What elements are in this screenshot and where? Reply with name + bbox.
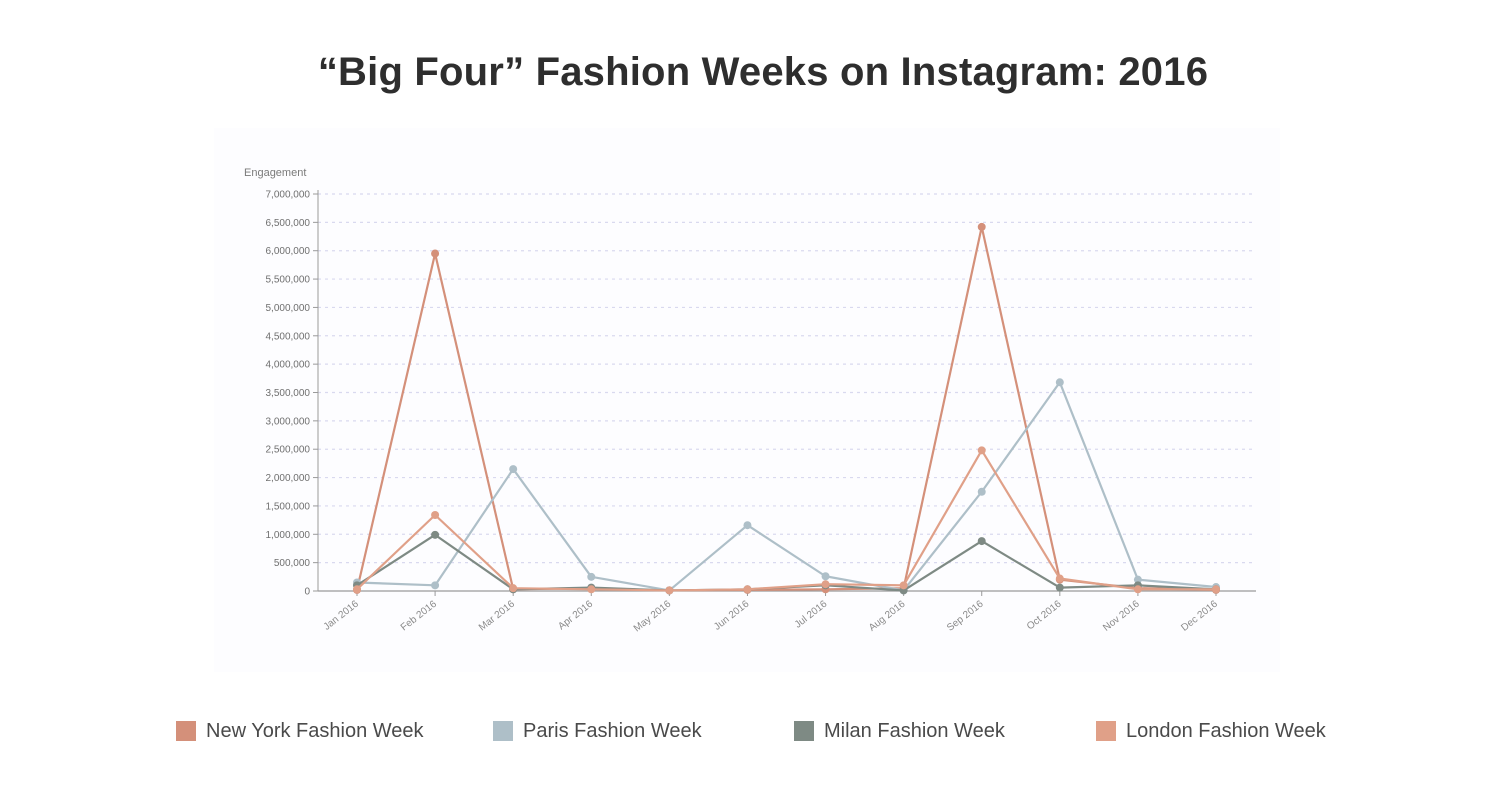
data-point (509, 584, 518, 593)
y-tick-label: 1,000,000 (266, 530, 311, 541)
y-tick-label: 0 (304, 587, 310, 598)
data-point (431, 530, 440, 539)
x-tick-label: Apr 2016 (556, 598, 595, 632)
series-line-2 (355, 381, 1218, 592)
y-tick-label: 5,000,000 (266, 303, 311, 314)
data-point (977, 222, 986, 231)
x-tick-label: Sep 2016 (945, 598, 986, 633)
data-point (353, 585, 361, 594)
chart-title: “Big Four” Fashion Weeks on Instagram: 2… (317, 50, 1209, 94)
legend: New York Fashion Week Paris Fashion Week M… (0, 716, 1494, 746)
legend-swatch (794, 721, 814, 741)
legend-swatch (176, 721, 196, 741)
data-point (431, 249, 440, 258)
y-tick-label: 5,500,000 (266, 275, 311, 286)
data-point (977, 446, 986, 455)
y-tick-label: 6,500,000 (266, 218, 311, 229)
y-tick-label: 4,500,000 (266, 331, 311, 342)
y-axis-label: Engagement (244, 167, 306, 179)
legend-swatch (1096, 721, 1116, 741)
y-tick-label: 1,500,000 (266, 501, 311, 512)
data-point (977, 487, 986, 496)
x-tick-label: Dec 2016 (1179, 598, 1220, 633)
x-tick-label: Jan 2016 (322, 598, 362, 632)
y-tick-label: 7,000,000 (266, 190, 311, 201)
legend-label: New York Fashion Week (206, 719, 424, 742)
legend-label: London Fashion Week (1126, 719, 1326, 742)
data-point (821, 572, 830, 581)
y-tick-label: 3,000,000 (266, 416, 311, 427)
legend-label: Milan Fashion Week (824, 719, 1005, 742)
data-point (431, 581, 440, 590)
legend-item: Milan Fashion Week (794, 716, 1005, 746)
y-tick-label: 2,500,000 (266, 445, 311, 456)
x-tick-label: Feb 2016 (399, 598, 439, 633)
legend-item: New York Fashion Week (176, 716, 424, 746)
x-tick-label: Nov 2016 (1101, 598, 1142, 633)
data-point (899, 581, 908, 590)
y-tick-label: 2,000,000 (266, 473, 311, 484)
y-tick-label: 4,000,000 (266, 360, 311, 371)
data-point (509, 465, 518, 474)
series-line-4 (355, 449, 1218, 592)
y-tick-label: 3,500,000 (266, 388, 311, 399)
line-chart: 0 500,000 1,000,000 1,500,000 2,000,000 2,500… (244, 167, 1256, 634)
x-tick-label: Mar 2016 (477, 598, 517, 633)
legend-swatch (493, 721, 513, 741)
x-tick-label: May 2016 (632, 598, 674, 634)
data-point (821, 580, 830, 589)
data-point (1055, 378, 1064, 387)
legend-item: Paris Fashion Week (493, 716, 702, 746)
x-tick-label: Jul 2016 (793, 598, 830, 630)
x-tick-label: Oct 2016 (1025, 598, 1064, 632)
data-point (1212, 585, 1220, 594)
x-tick-label: Aug 2016 (867, 598, 908, 633)
y-tick-label: 500,000 (274, 558, 311, 569)
data-point (1133, 585, 1142, 594)
data-point (1055, 583, 1064, 592)
chart-panel: 0 500,000 1,000,000 1,500,000 2,000,000 2,500… (214, 128, 1280, 672)
x-tick-label: Jun 2016 (712, 598, 752, 632)
data-point (743, 521, 752, 530)
data-point (587, 572, 596, 581)
series-line-1 (355, 225, 1218, 592)
legend-item: London Fashion Week (1096, 716, 1326, 746)
data-point (977, 537, 986, 546)
y-tick-label: 6,000,000 (266, 246, 311, 257)
data-point (743, 585, 752, 594)
data-point (587, 585, 596, 594)
data-point (1133, 575, 1142, 584)
data-point (1055, 574, 1064, 583)
legend-label: Paris Fashion Week (523, 719, 702, 742)
data-point (665, 586, 674, 595)
data-point (431, 511, 440, 520)
